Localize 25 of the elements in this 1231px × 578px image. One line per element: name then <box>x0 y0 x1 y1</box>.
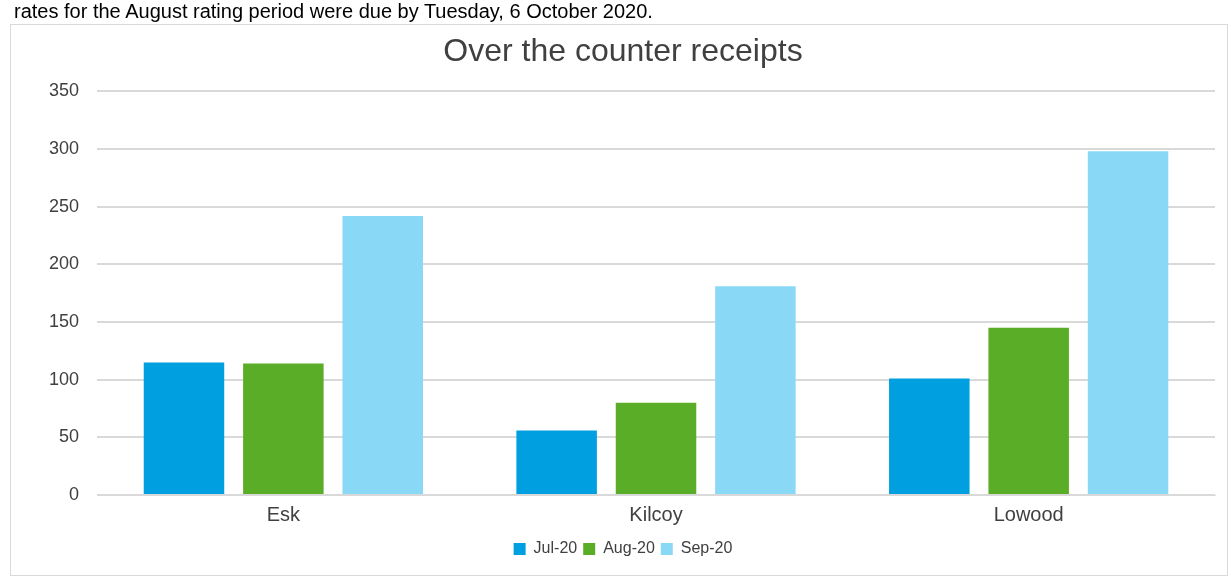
bar <box>889 378 970 494</box>
x-tick-label: Kilcoy <box>629 502 683 525</box>
y-tick-label: 50 <box>59 426 80 447</box>
bar <box>715 286 796 494</box>
y-tick-label: 300 <box>48 138 80 159</box>
y-tick-label: 200 <box>48 253 80 274</box>
bar <box>342 215 423 494</box>
y-tick-label: 350 <box>48 80 80 101</box>
legend-label: Aug-20 <box>603 539 655 557</box>
bar <box>143 362 225 494</box>
bar <box>243 363 324 494</box>
bar <box>516 430 597 494</box>
text: rates for the August rating period were due by Tuesday, 6 October 2020. <box>14 0 653 22</box>
chart-title: Over the counter receipts <box>443 32 803 69</box>
y-tick-label: 250 <box>48 195 80 216</box>
legend-label: Jul-20 <box>533 539 578 557</box>
bar <box>988 327 1069 494</box>
bar <box>1087 151 1169 494</box>
y-tick-label: 100 <box>48 368 80 389</box>
y-tick-label: 0 <box>69 483 80 504</box>
x-tick-label: Esk <box>266 502 302 525</box>
legend-label: Sep-20 <box>680 539 733 557</box>
y-tick-label: 150 <box>48 311 80 331</box>
x-tick-label: Lowood <box>993 502 1064 525</box>
bar <box>615 402 697 494</box>
